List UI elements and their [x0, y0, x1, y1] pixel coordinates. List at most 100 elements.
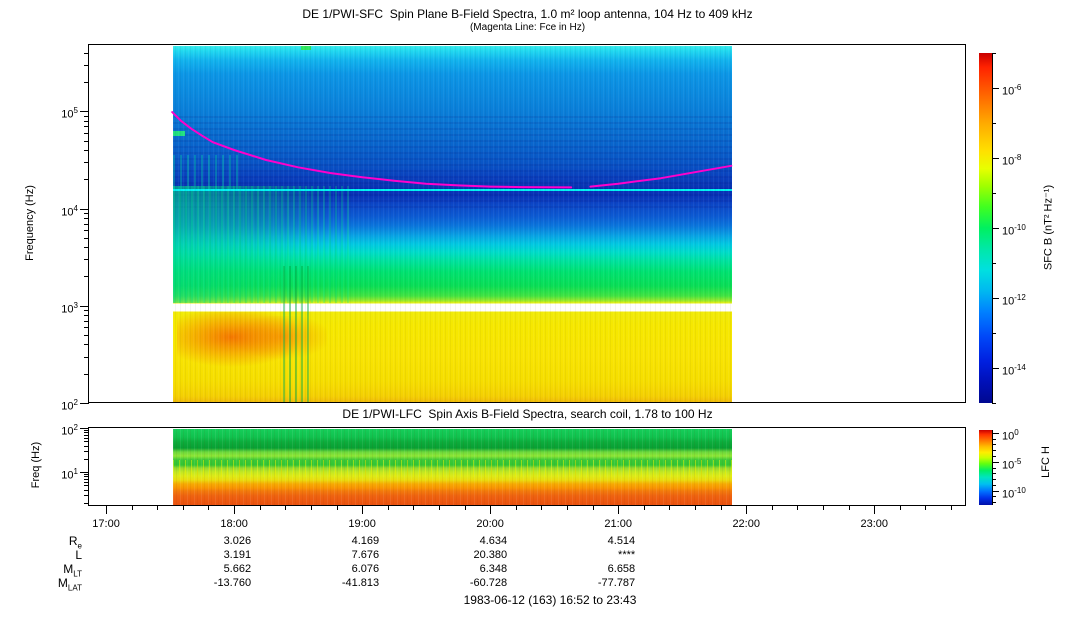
- colorbar-minor-tick: [992, 403, 996, 404]
- y-minor-tick: [84, 485, 89, 487]
- x-tick-label: 21:00: [604, 518, 632, 530]
- ephemeris-value: -60.728: [469, 577, 508, 589]
- ephemeris-value: 6.658: [607, 563, 636, 575]
- x-tick-label: 23:00: [860, 518, 888, 530]
- colorbar-major-tick: [992, 88, 999, 89]
- y-tick-label: 102: [61, 398, 78, 413]
- x-minor-tick: [720, 506, 722, 510]
- x-minor-tick: [438, 506, 440, 510]
- ephemeris-value: 6.076: [351, 563, 380, 575]
- sfc-colorbar: [979, 53, 992, 403]
- y-minor-tick: [84, 441, 89, 443]
- ephemeris-value: 7.676: [351, 549, 380, 561]
- colorbar-minor-tick: [992, 333, 996, 334]
- colorbar-tick-label: 10-10: [1002, 223, 1026, 238]
- y-minor-tick: [84, 64, 89, 66]
- ephemeris-value: 5.662: [223, 563, 252, 575]
- ephemeris-row-label-sub: LT: [73, 569, 82, 579]
- y-major-tick: [80, 428, 89, 429]
- y-minor-tick: [84, 478, 89, 480]
- colorbar-tick-label-exp: -6: [1014, 83, 1022, 92]
- colorbar-minor-tick: [992, 479, 996, 481]
- x-major-tick: [618, 506, 620, 514]
- colorbar-minor-tick: [992, 123, 996, 124]
- y-minor-tick: [84, 212, 89, 214]
- x-minor-tick: [848, 506, 850, 510]
- y-tick-label: 102: [61, 423, 78, 438]
- y-minor-tick: [84, 344, 89, 346]
- sfc-colorbar-gradient: [979, 53, 992, 403]
- y-minor-tick: [84, 132, 89, 134]
- y-minor-tick: [84, 120, 89, 122]
- colorbar-minor-tick: [992, 455, 996, 457]
- x-minor-tick: [182, 506, 184, 510]
- colorbar-minor-tick: [992, 496, 996, 498]
- lfc-column-noise-texture: [173, 429, 732, 505]
- y-minor-tick: [84, 315, 89, 317]
- y-minor-tick: [84, 217, 89, 219]
- x-tick-label: 17:00: [92, 518, 120, 530]
- x-minor-tick: [259, 506, 261, 510]
- colorbar-major-tick: [992, 298, 999, 299]
- y-major-tick: [80, 208, 89, 210]
- x-minor-tick: [131, 506, 133, 510]
- x-minor-tick: [592, 506, 594, 510]
- y-minor-tick: [84, 495, 89, 497]
- y-minor-tick: [84, 451, 89, 452]
- x-major-tick: [490, 506, 492, 514]
- y-tick-label-exp: 4: [73, 203, 78, 213]
- x-minor-tick: [951, 506, 953, 510]
- y-minor-tick: [84, 476, 89, 478]
- y-tick-label-exp: 1: [73, 467, 78, 476]
- ephemeris-value: 20.380: [473, 549, 508, 561]
- colorbar-tick-label: 100: [1002, 427, 1019, 443]
- y-major-tick: [80, 472, 89, 473]
- y-minor-tick: [84, 237, 89, 239]
- colorbar-minor-tick: [992, 502, 996, 504]
- colorbar-tick-label: 10-12: [1002, 293, 1026, 308]
- ephemeris-value: -41.813: [341, 577, 380, 589]
- ephemeris-row-label-sub: LAT: [67, 583, 82, 593]
- colorbar-major-tick: [992, 461, 999, 463]
- sfc-spectrogram: [173, 46, 732, 402]
- ephemeris-row-label: MLT: [63, 562, 82, 579]
- colorbar-major-tick: [992, 368, 999, 369]
- y-minor-tick: [84, 474, 89, 476]
- x-major-tick: [362, 506, 364, 514]
- colorbar-tick-label-exp: 0: [1014, 427, 1019, 437]
- colorbar-major-tick: [992, 432, 999, 434]
- colorbar-tick-label-exp: -10: [1014, 485, 1026, 495]
- sfc-left-green-wash: [173, 186, 353, 303]
- colorbar-minor-tick: [992, 467, 996, 469]
- ephemeris-row-label-sub: e: [77, 541, 82, 551]
- colorbar-tick-label: 10-10: [1002, 485, 1026, 501]
- y-tick-label: 103: [61, 300, 78, 316]
- ephemeris-value: 4.514: [607, 535, 636, 547]
- colorbar-tick-label-exp: -14: [1014, 363, 1026, 372]
- y-tick-label: 105: [61, 106, 78, 121]
- colorbar-major-tick: [992, 158, 999, 159]
- x-minor-tick: [285, 506, 287, 510]
- y-minor-tick: [84, 223, 89, 225]
- y-minor-tick: [84, 437, 89, 439]
- x-major-tick: [746, 506, 748, 514]
- x-minor-tick: [695, 506, 696, 510]
- y-minor-tick: [84, 179, 89, 181]
- y-minor-tick: [84, 502, 89, 504]
- y-tick-label-exp: 2: [73, 398, 78, 407]
- main-title: DE 1/PWI-SFC Spin Plane B-Field Spectra,…: [302, 7, 753, 21]
- y-minor-tick: [84, 445, 89, 447]
- main-subtitle: (Magenta Line: Fce in Hz): [469, 22, 586, 33]
- x-minor-tick: [310, 506, 312, 510]
- colorbar-minor-tick: [992, 444, 996, 446]
- colorbar-tick-label: 10-14: [1002, 363, 1026, 378]
- y-minor-tick: [84, 259, 89, 261]
- x-major-tick: [234, 506, 236, 514]
- x-minor-tick: [823, 506, 825, 510]
- y-minor-tick: [84, 335, 89, 337]
- y-minor-tick: [84, 356, 89, 358]
- ephemeris-value: 4.634: [479, 535, 508, 547]
- lfc-colorbar: [979, 430, 992, 505]
